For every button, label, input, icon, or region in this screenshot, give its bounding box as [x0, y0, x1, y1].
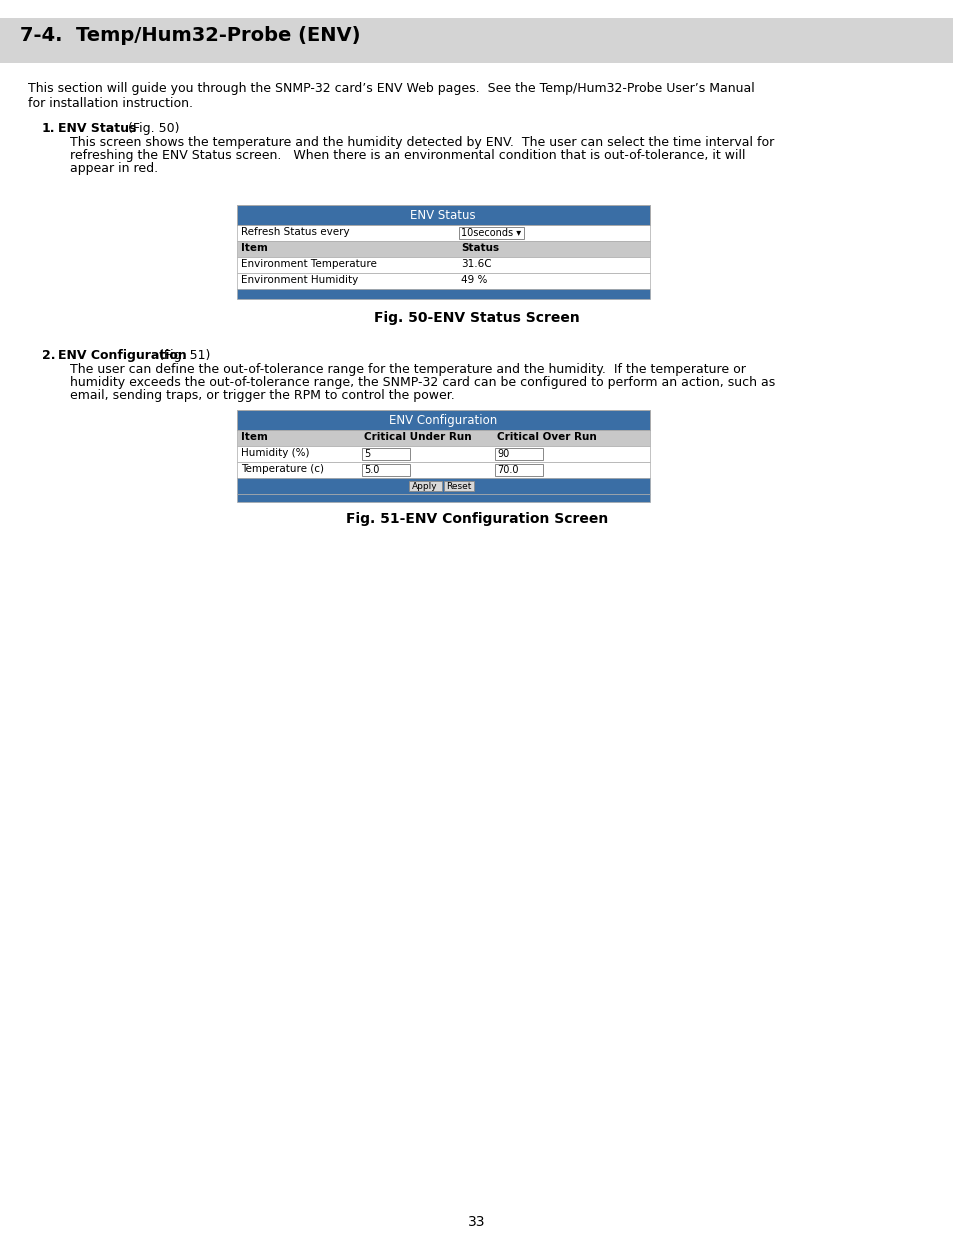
- Bar: [443, 480, 474, 492]
- Text: This screen shows the temperature and the humidity detected by ENV.  The user ca: This screen shows the temperature and th…: [70, 136, 774, 149]
- Text: 10seconds ▾: 10seconds ▾: [460, 228, 520, 238]
- Bar: [236, 494, 649, 501]
- Text: Critical Under Run: Critical Under Run: [364, 432, 471, 442]
- Text: Apply: Apply: [412, 482, 437, 492]
- Text: (Fig. 51): (Fig. 51): [154, 350, 211, 362]
- Bar: [236, 205, 649, 225]
- Bar: [236, 241, 649, 257]
- Text: 1.: 1.: [42, 122, 55, 135]
- Text: for installation instruction.: for installation instruction.: [28, 98, 193, 110]
- Bar: [236, 446, 649, 462]
- Text: 31.6C: 31.6C: [460, 259, 491, 269]
- Bar: [236, 410, 649, 430]
- Bar: [236, 462, 649, 478]
- Text: appear in red.: appear in red.: [70, 162, 158, 175]
- Text: humidity exceeds the out-of-tolerance range, the SNMP-32 card can be configured : humidity exceeds the out-of-tolerance ra…: [70, 375, 775, 389]
- Text: Status: Status: [460, 243, 498, 253]
- Text: Humidity (%): Humidity (%): [241, 448, 309, 458]
- Text: refreshing the ENV Status screen.   When there is an environmental condition tha: refreshing the ENV Status screen. When t…: [70, 149, 744, 162]
- Text: Fig. 50-ENV Status Screen: Fig. 50-ENV Status Screen: [374, 311, 579, 325]
- Text: Reset: Reset: [446, 482, 471, 492]
- Text: ENV Status: ENV Status: [58, 122, 136, 135]
- Bar: [236, 225, 649, 241]
- Text: ENV Configuration: ENV Configuration: [389, 414, 497, 427]
- Text: 33: 33: [468, 1215, 485, 1229]
- Text: 7-4.  Temp/Hum32-Probe (ENV): 7-4. Temp/Hum32-Probe (ENV): [20, 26, 360, 44]
- Text: email, sending traps, or trigger the RPM to control the power.: email, sending traps, or trigger the RPM…: [70, 389, 455, 403]
- Bar: [236, 289, 649, 299]
- Bar: [361, 448, 410, 459]
- Text: Fig. 51-ENV Configuration Screen: Fig. 51-ENV Configuration Screen: [346, 513, 607, 526]
- Text: ENV Configuration: ENV Configuration: [58, 350, 187, 362]
- Bar: [495, 448, 542, 459]
- Text: Item: Item: [241, 432, 268, 442]
- Bar: [409, 480, 441, 492]
- Bar: [236, 273, 649, 289]
- Text: Item: Item: [241, 243, 268, 253]
- Text: ENV Status: ENV Status: [410, 209, 476, 222]
- Text: The user can define the out-of-tolerance range for the temperature and the humid: The user can define the out-of-tolerance…: [70, 363, 745, 375]
- Text: 5.0: 5.0: [364, 466, 379, 475]
- Text: 5: 5: [364, 450, 370, 459]
- Text: Critical Over Run: Critical Over Run: [497, 432, 597, 442]
- Text: Temperature (c): Temperature (c): [241, 464, 324, 474]
- Text: Environment Temperature: Environment Temperature: [241, 259, 376, 269]
- Bar: [236, 257, 649, 273]
- Bar: [236, 430, 649, 446]
- Bar: [0, 19, 953, 63]
- Text: 90: 90: [497, 450, 509, 459]
- Bar: [458, 227, 523, 240]
- Text: 70.0: 70.0: [497, 466, 518, 475]
- Text: Environment Humidity: Environment Humidity: [241, 275, 358, 285]
- Bar: [236, 478, 649, 494]
- Text: 2.: 2.: [42, 350, 55, 362]
- Text: 49 %: 49 %: [460, 275, 487, 285]
- Text: (Fig. 50): (Fig. 50): [124, 122, 179, 135]
- Text: Refresh Status every: Refresh Status every: [241, 227, 349, 237]
- Bar: [495, 464, 542, 475]
- Bar: [361, 464, 410, 475]
- Text: This section will guide you through the SNMP-32 card’s ENV Web pages.  See the T: This section will guide you through the …: [28, 82, 754, 95]
